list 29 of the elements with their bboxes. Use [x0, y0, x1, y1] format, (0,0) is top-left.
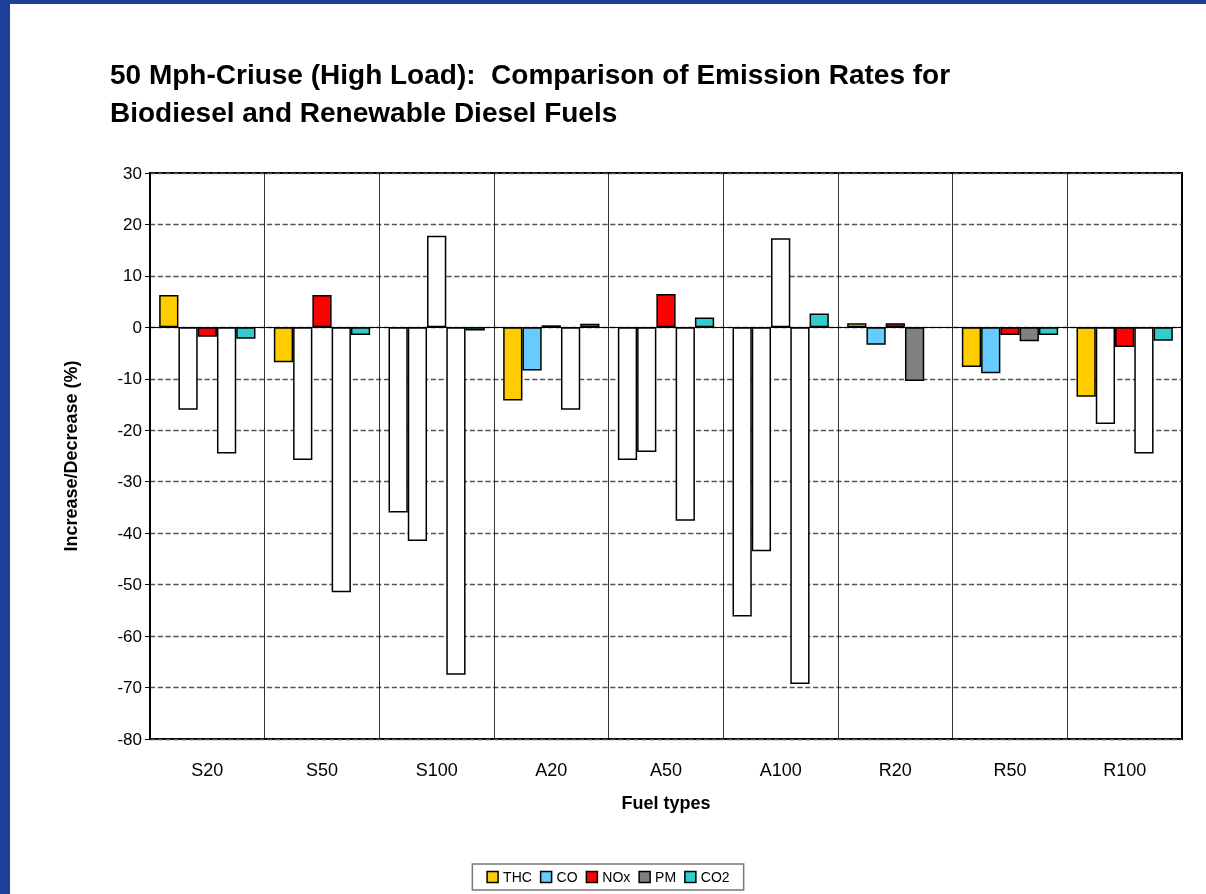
y-tick-label: -40 — [117, 523, 142, 543]
y-tick-label: 10 — [123, 266, 142, 286]
y-tick-label: 30 — [123, 163, 142, 183]
y-tick-label: 20 — [123, 214, 142, 234]
y-tick-label: 0 — [132, 317, 142, 337]
legend-label: PM — [655, 869, 677, 885]
x-tick-label: A20 — [535, 760, 568, 780]
y-tick-label: -30 — [117, 472, 142, 492]
x-tick-label: A100 — [759, 760, 802, 780]
y-tick-label: -70 — [117, 678, 142, 698]
x-tick-label: R50 — [993, 760, 1027, 780]
legend-label: THC — [503, 869, 532, 885]
legend-label: NOx — [602, 869, 631, 885]
chart-title: 50 Mph-Criuse (High Load): Comparison of Emission Rates for Biodiesel and Renewable Diesel Fuels — [110, 58, 951, 128]
y-axis-title: Increase/Decrease (%) — [61, 360, 81, 552]
x-tick-label: R20 — [878, 760, 912, 780]
legend-label: CO — [556, 869, 578, 885]
x-tick-label: R100 — [1103, 760, 1147, 780]
x-axis-title: Fuel types — [621, 793, 711, 813]
y-tick-label: -10 — [117, 369, 142, 389]
y-tick-label: -20 — [117, 420, 142, 440]
x-tick-label: S100 — [415, 760, 458, 780]
legend-label: CO2 — [700, 869, 730, 885]
y-tick-label: -80 — [117, 729, 142, 749]
y-tick-label: -60 — [117, 626, 142, 646]
x-tick-label: S20 — [191, 760, 224, 780]
y-tick-label: -50 — [117, 575, 142, 595]
x-tick-label: S50 — [305, 760, 339, 780]
x-tick-label: A50 — [649, 760, 683, 780]
